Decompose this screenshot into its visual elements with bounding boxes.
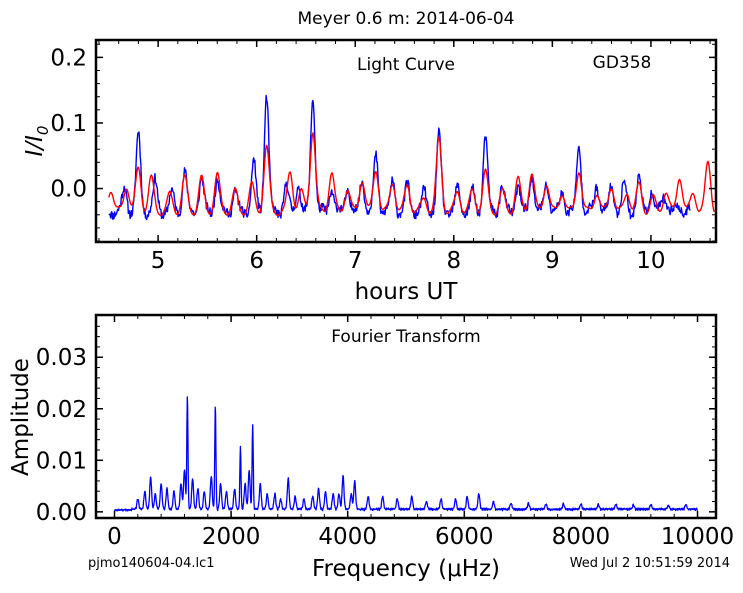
star-label: GD358	[593, 53, 652, 73]
light-curve-title: Light Curve	[357, 55, 455, 75]
light-curve-series	[108, 94, 715, 221]
light-curve-xtick-label: 10	[636, 248, 665, 274]
fourier-title: Fourier Transform	[331, 327, 480, 347]
fourier-xtick-label: 8000	[552, 524, 611, 550]
model-light-curve-line	[108, 132, 715, 217]
light-curve-ytick-label: 0.1	[50, 111, 87, 137]
light-curve-xtick-label: 8	[446, 248, 461, 274]
fourier-x-axis-label: Frequency (μHz)	[312, 556, 500, 582]
light-curve-ytick-label: 0.0	[50, 177, 87, 203]
light-curve-xtick-label: 6	[249, 248, 264, 274]
light-curve-xtick-label: 7	[348, 248, 363, 274]
fourier-ytick-label: 0.03	[36, 345, 87, 371]
fourier-y-axis-label: Amplitude	[8, 358, 34, 476]
light-curve-xtick-label: 5	[151, 248, 166, 274]
fourier-transform-panel: 0 2000 4000 6000 8000 10000 0.00 0.01 0.02 0.03 F…	[8, 313, 734, 582]
fourier-xtick-label: 0	[107, 524, 122, 550]
timestamp: Wed Jul 2 10:51:59 2014	[570, 556, 730, 571]
light-curve-ytick-label: 0.2	[50, 45, 87, 71]
observed-light-curve-line	[108, 94, 691, 221]
fourier-ytick-label: 0.00	[36, 500, 87, 526]
fourier-xtick-label: 2000	[202, 524, 261, 550]
fourier-ticks: 0 2000 4000 6000 8000 10000 0.00 0.01 0.02 0.03	[36, 316, 734, 550]
fourier-ytick-label: 0.01	[36, 448, 87, 474]
data-file-name: pjmo140604-04.lc1	[88, 556, 215, 571]
light-curve-y-axis-label: I/I0	[22, 126, 52, 157]
fourier-ytick-label: 0.02	[36, 397, 87, 423]
light-curve-x-axis-label: hours UT	[355, 279, 459, 305]
fourier-transform-series	[113, 396, 698, 512]
fourier-xtick-label: 10000	[661, 524, 734, 550]
fourier-plot-frame	[94, 313, 718, 520]
fourier-xtick-label: 4000	[318, 524, 377, 550]
fourier-amplitude-line	[113, 396, 698, 512]
fourier-xtick-label: 6000	[435, 524, 494, 550]
light-curve-xtick-label: 9	[545, 248, 560, 274]
light-curve-ticks: 5 6 7 8 9 10 0.0 0.1 0.2	[50, 41, 715, 274]
figure-title: Meyer 0.6 m: 2014-06-04	[298, 9, 515, 29]
light-curve-panel: 5 6 7 8 9 10 0.0 0.1 0.2 Light Curve GD358 hours…	[22, 38, 718, 305]
light-curve-plot-frame	[94, 38, 718, 244]
